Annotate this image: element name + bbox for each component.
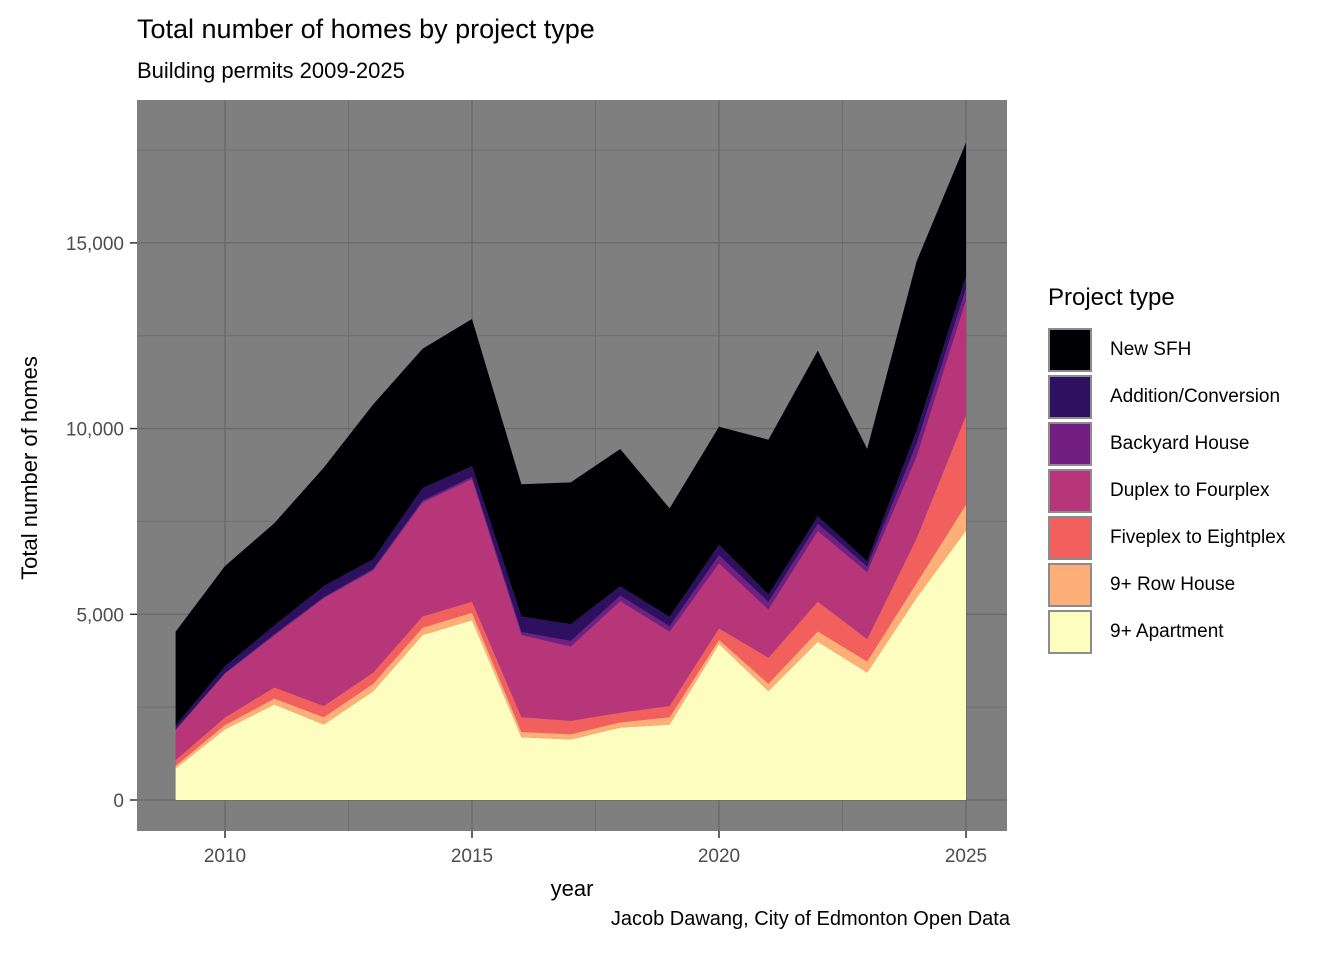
legend-entry-backyard-house: Backyard House bbox=[1048, 422, 1285, 466]
legend-title: Project type bbox=[1048, 284, 1175, 311]
legend-label-new-sfh: New SFH bbox=[1110, 339, 1192, 360]
chart-title: Total number of homes by project type bbox=[137, 14, 595, 44]
legend-entries: New SFH Addition/Conversion Backyard House… bbox=[1048, 328, 1285, 654]
legend-swatch-9-row-house bbox=[1048, 563, 1092, 607]
y-axis-title: Total number of homes bbox=[17, 356, 42, 580]
legend-entry-new-sfh: New SFH bbox=[1048, 328, 1285, 372]
legend-entry-9-row-house: 9+ Row House bbox=[1048, 563, 1285, 607]
legend-swatch-backyard-house bbox=[1048, 422, 1092, 466]
area-addition-conversion bbox=[175, 276, 967, 730]
chart-caption: Jacob Dawang, City of Edmonton Open Data bbox=[610, 908, 1010, 930]
area-new-sfh bbox=[175, 142, 967, 726]
legend-entry-duplex-to-fourplex: Duplex to Fourplex bbox=[1048, 469, 1285, 513]
area-fiveplex-to-eightplex bbox=[175, 415, 967, 766]
legend-entry-addition-conversion: Addition/Conversion bbox=[1048, 375, 1285, 419]
y-tick-label-15000: 15,000 bbox=[66, 234, 124, 255]
x-axis-title: year bbox=[550, 876, 594, 901]
legend-swatch-fiveplex-to-eightplex bbox=[1048, 516, 1092, 560]
legend-label-fiveplex-to-eightplex: Fiveplex to Eightplex bbox=[1110, 527, 1286, 548]
x-tick-label-2010: 2010 bbox=[204, 846, 246, 867]
legend-swatch-duplex-to-fourplex bbox=[1048, 469, 1092, 513]
area-9-apartment bbox=[175, 530, 967, 800]
legend: Project type New SFH Addition/Conversion B… bbox=[1048, 284, 1285, 657]
y-tick-label-0: 0 bbox=[113, 791, 124, 812]
legend-entry-9-apartment: 9+ Apartment bbox=[1048, 610, 1285, 654]
x-tick-label-2025: 2025 bbox=[945, 846, 987, 867]
legend-label-9-row-house: 9+ Row House bbox=[1110, 574, 1236, 595]
chart-subtitle: Building permits 2009-2025 bbox=[137, 58, 405, 83]
legend-label-9-apartment: 9+ Apartment bbox=[1110, 621, 1224, 642]
legend-swatch-new-sfh bbox=[1048, 328, 1092, 372]
legend-swatch-9-apartment bbox=[1048, 610, 1092, 654]
area-duplex-to-fourplex bbox=[175, 300, 967, 761]
legend-swatch-addition-conversion bbox=[1048, 375, 1092, 419]
legend-label-backyard-house: Backyard House bbox=[1110, 433, 1250, 454]
stacked-areas bbox=[175, 142, 967, 800]
y-tick-label-5000: 5,000 bbox=[76, 605, 124, 626]
legend-entry-fiveplex-to-eightplex: Fiveplex to Eightplex bbox=[1048, 516, 1285, 560]
y-tick-label-10000: 10,000 bbox=[66, 420, 124, 441]
legend-label-addition-conversion: Addition/Conversion bbox=[1110, 386, 1281, 407]
x-tick-label-2020: 2020 bbox=[698, 846, 740, 867]
x-tick-label-2015: 2015 bbox=[451, 846, 493, 867]
legend-label-duplex-to-fourplex: Duplex to Fourplex bbox=[1110, 480, 1270, 501]
area-backyard-house bbox=[175, 288, 967, 730]
